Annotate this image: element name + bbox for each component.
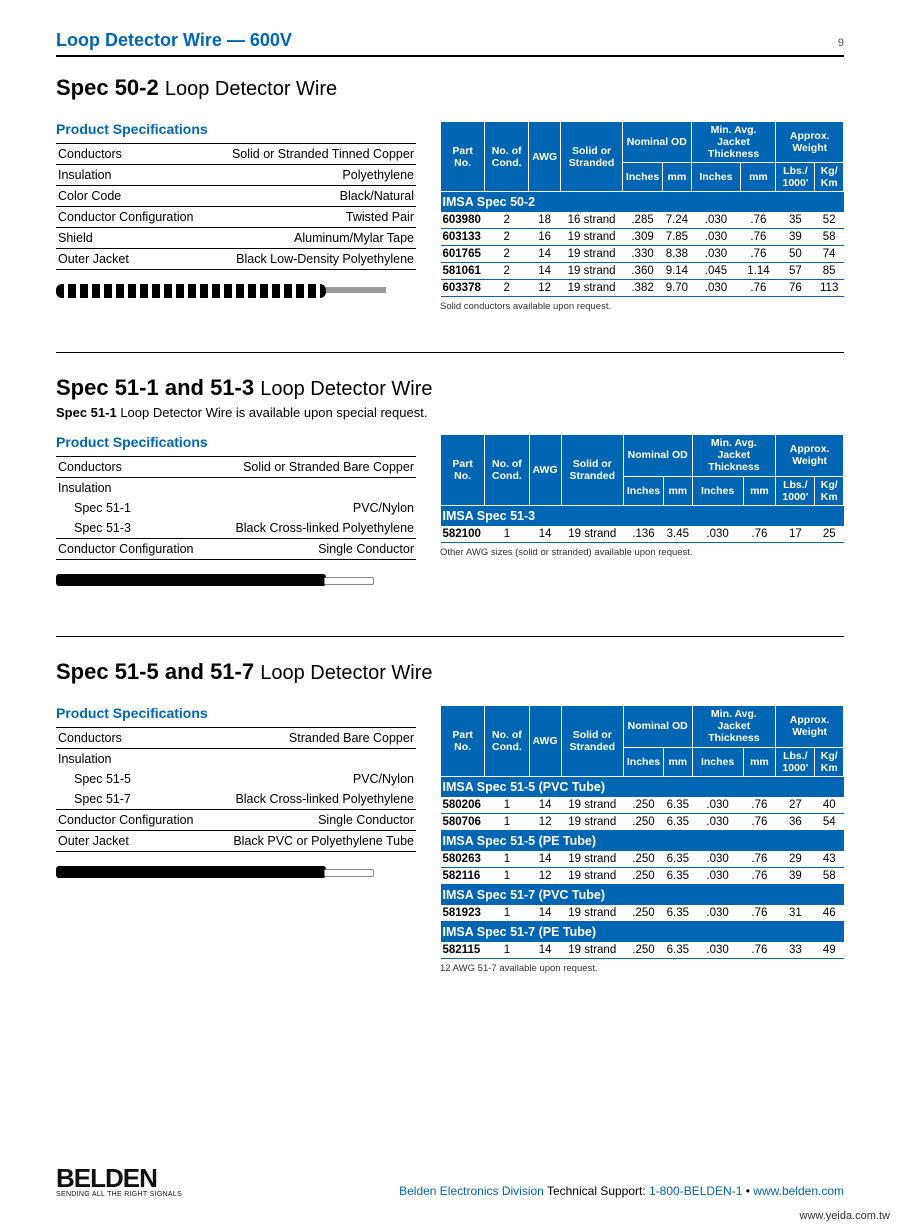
table-row: 58070611219 strand.2506.35.030.763654 <box>441 813 844 830</box>
table-row: 58026311419 strand.2506.35.030.762943 <box>441 851 844 868</box>
page-footer: BELDEN SENDING ALL THE RIGHT SIGNALS Bel… <box>56 1165 844 1198</box>
ps-subrow: Spec 51-1PVC/Nylon <box>56 498 416 518</box>
header-title: Loop Detector Wire — 600V <box>56 30 292 51</box>
table-row: 58211611219 strand.2506.35.030.763958 <box>441 867 844 884</box>
footer-support-label: Technical Support: <box>547 1184 649 1198</box>
spec-51-5-7-note: 12 AWG 51-7 available upon request. <box>440 963 844 974</box>
section-spec-51-5-7: Spec 51-5 and 51-7 Loop Detector Wire Pr… <box>56 659 844 973</box>
spec-51-5-7-data-table: Part No.No. of Cond.AWGSolid or Stranded… <box>440 705 844 958</box>
footer-text: Belden Electronics Division Technical Su… <box>200 1184 844 1198</box>
product-specs-title: Product Specifications <box>56 434 416 450</box>
wire-illustration-solid <box>56 866 326 888</box>
wire-illustration-solid <box>56 574 326 596</box>
spec-51-1-3-left: Product Specifications ConductorsSolid o… <box>56 434 416 596</box>
ps-row: Insulation <box>56 749 416 770</box>
spec-50-2-note: Solid conductors available upon request. <box>440 301 844 312</box>
ps-row: ConductorsSolid or Stranded Tinned Coppe… <box>56 144 416 165</box>
table-row: 58020611419 strand.2506.35.030.762740 <box>441 797 844 814</box>
table-section-header: IMSA Spec 51-5 (PE Tube) <box>441 830 844 851</box>
ps-row: Outer JacketBlack PVC or Polyethylene Tu… <box>56 831 416 852</box>
ps-row: ConductorsSolid or Stranded Bare Copper <box>56 457 416 478</box>
table-row: 58211511419 strand.2506.35.030.763349 <box>441 942 844 959</box>
ps-row: Color CodeBlack/Natural <box>56 186 416 207</box>
belden-logo: BELDEN <box>56 1165 182 1191</box>
belden-tagline: SENDING ALL THE RIGHT SIGNALS <box>56 1191 182 1198</box>
spec-51-5-7-left: Product Specifications ConductorsStrande… <box>56 705 416 973</box>
table-row: 60337821219 strand.3829.70.030.7676113 <box>441 280 844 297</box>
section-spec-51-1-3: Spec 51-1 and 51-3 Loop Detector Wire Sp… <box>56 375 844 596</box>
watermark: www.yeida.com.tw <box>800 1210 890 1222</box>
spec-51-1-3-title-light: Loop Detector Wire <box>260 378 432 400</box>
spec-51-5-7-heading: Spec 51-5 and 51-7 Loop Detector Wire <box>56 659 844 685</box>
table-section-header: IMSA Spec 51-7 (PVC Tube) <box>441 884 844 905</box>
table-row: 60176521419 strand.3308.38.030.765074 <box>441 246 844 263</box>
logo-block: BELDEN SENDING ALL THE RIGHT SIGNALS <box>56 1165 182 1198</box>
page-number: 9 <box>838 37 844 49</box>
table-section-header: IMSA Spec 51-5 (PVC Tube) <box>441 776 844 797</box>
spec-51-5-7-title-bold: Spec 51-5 and 51-7 <box>56 659 254 684</box>
table-row: 58210011419 strand.1363.45.030.761725 <box>441 526 844 543</box>
footer-division: Belden Electronics Division <box>399 1184 544 1198</box>
product-specs-title: Product Specifications <box>56 121 416 137</box>
spec-51-1-3-ps-table: ConductorsSolid or Stranded Bare CopperI… <box>56 456 416 560</box>
product-specs-title: Product Specifications <box>56 705 416 721</box>
table-section-header: IMSA Spec 51-7 (PE Tube) <box>441 921 844 942</box>
table-row: 58192311419 strand.2506.35.030.763146 <box>441 905 844 922</box>
section-spec-50-2: Spec 50-2 Loop Detector Wire Product Spe… <box>56 75 844 312</box>
spec-50-2-title-light: Loop Detector Wire <box>165 78 337 100</box>
spec-50-2-data-table: Part No.No. of Cond.AWGSolid or Stranded… <box>440 121 844 297</box>
page-header: Loop Detector Wire — 600V 9 <box>56 30 844 57</box>
spec-50-2-heading: Spec 50-2 Loop Detector Wire <box>56 75 844 101</box>
table-section-header: IMSA Spec 51-3 <box>441 505 844 526</box>
spec-50-2-title-bold: Spec 50-2 <box>56 75 159 100</box>
spec-51-5-7-ps-table: ConductorsStranded Bare CopperInsulation… <box>56 727 416 852</box>
table-section-header: IMSA Spec 50-2 <box>441 192 844 213</box>
spec-51-1-3-right: Part No.No. of Cond.AWGSolid or Stranded… <box>440 434 844 596</box>
ps-subrow: Spec 51-7Black Cross-linked Polyethylene <box>56 789 416 810</box>
table-row: 60398021816 strand.2857.24.030.763552 <box>441 212 844 229</box>
ps-subrow: Spec 51-5PVC/Nylon <box>56 769 416 789</box>
ps-row: InsulationPolyethylene <box>56 165 416 186</box>
spec-51-5-7-title-light: Loop Detector Wire <box>260 662 432 684</box>
ps-row: Conductor ConfigurationSingle Conductor <box>56 539 416 560</box>
spec-51-3-data-table: Part No.No. of Cond.AWGSolid or Stranded… <box>440 434 844 542</box>
footer-phone: 1-800-BELDEN-1 <box>649 1184 742 1198</box>
ps-row: Conductor ConfigurationSingle Conductor <box>56 810 416 831</box>
table-row: 58106121419 strand.3609.14.0451.145785 <box>441 263 844 280</box>
footer-url: www.belden.com <box>753 1184 844 1198</box>
spec-51-1-sub-bold: Spec 51-1 <box>56 405 117 420</box>
ps-row: ConductorsStranded Bare Copper <box>56 728 416 749</box>
divider <box>56 352 844 353</box>
table-row: 60313321619 strand.3097.85.030.763958 <box>441 229 844 246</box>
spec-50-2-ps-table: ConductorsSolid or Stranded Tinned Coppe… <box>56 143 416 270</box>
ps-row: Insulation <box>56 478 416 499</box>
ps-row: Outer JacketBlack Low-Density Polyethyle… <box>56 249 416 270</box>
wire-illustration-twist <box>56 284 326 306</box>
spec-51-5-7-right: Part No.No. of Cond.AWGSolid or Stranded… <box>440 705 844 973</box>
spec-51-1-sub: Spec 51-1 Loop Detector Wire is availabl… <box>56 405 844 420</box>
spec-51-1-sub-rest: Loop Detector Wire is available upon spe… <box>117 405 428 420</box>
spec-51-3-note: Other AWG sizes (solid or stranded) avai… <box>440 547 844 558</box>
spec-51-1-3-heading: Spec 51-1 and 51-3 Loop Detector Wire <box>56 375 844 401</box>
ps-row: ShieldAluminum/Mylar Tape <box>56 228 416 249</box>
spec-51-1-3-title-bold: Spec 51-1 and 51-3 <box>56 375 254 400</box>
ps-subrow: Spec 51-3Black Cross-linked Polyethylene <box>56 518 416 539</box>
spec-50-2-left: Product Specifications ConductorsSolid o… <box>56 121 416 312</box>
divider <box>56 636 844 637</box>
ps-row: Conductor ConfigurationTwisted Pair <box>56 207 416 228</box>
spec-50-2-right: Part No.No. of Cond.AWGSolid or Stranded… <box>440 121 844 312</box>
